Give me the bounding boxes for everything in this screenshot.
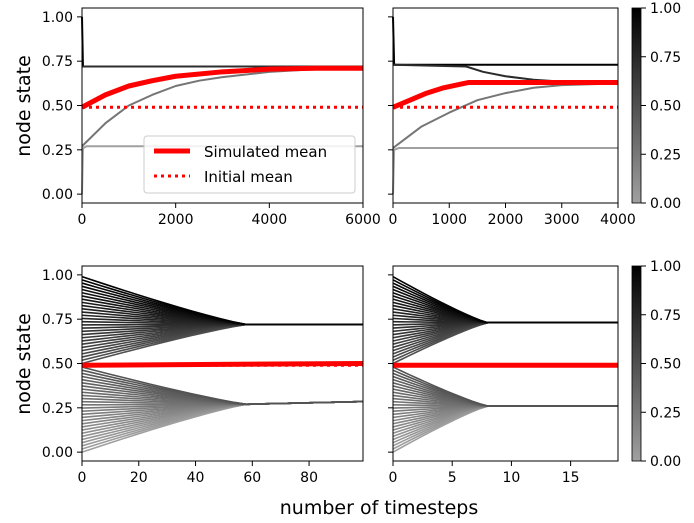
y-tick-label: 0.75: [42, 312, 73, 328]
colorbar-tick-label: 1.00: [650, 259, 681, 275]
panel-top-right: 0 1000 2000 3000 4000: [388, 7, 636, 228]
simulated-mean-line: [392, 79, 618, 110]
plot-area-bottom-left: [81, 275, 364, 453]
colorbar-tick-label: 0.00: [650, 196, 681, 212]
x-tick-label: 2000: [158, 212, 194, 228]
x-axis-label: number of timesteps: [280, 497, 478, 519]
node-line-upper-27: [392, 275, 618, 324]
node-line-1: [392, 63, 618, 84]
colorbar-bottom-gradient: [631, 265, 642, 462]
colorbar-tick-label: 0.75: [650, 50, 681, 66]
colorbar-tick-label: 0.50: [650, 99, 681, 115]
y-axis-label-bottom: node state: [13, 313, 35, 415]
y-tick-label: 1.00: [42, 268, 73, 284]
x-ticks-top-right: 0 1000 2000 3000 4000: [388, 16, 636, 228]
x-tick-label: 4000: [252, 212, 288, 228]
y-tick-label: 0.50: [42, 99, 73, 115]
x-tick-label: 0: [78, 212, 87, 228]
colorbar-bottom-ticks: 0.00 0.25 0.50 0.75 1.00: [641, 259, 681, 470]
simulated-mean-line: [81, 361, 364, 368]
simulated-mean-line: [80, 65, 363, 110]
x-tick-label: 6000: [345, 212, 381, 228]
y-tick-label: 0.00: [42, 187, 73, 203]
axes-frame-top-right: [392, 7, 619, 204]
y-tick-label: 0.25: [42, 143, 73, 159]
x-tick-label: 80: [300, 470, 318, 486]
x-tick-label: 20: [130, 470, 148, 486]
x-ticks-bottom-right: 0 5 10 15: [388, 274, 580, 486]
colorbar-tick-label: 0.75: [650, 308, 681, 324]
colorbar-tick-label: 0.25: [650, 147, 681, 163]
legend-label-initial-mean: Initial mean: [204, 168, 293, 186]
y-tick-label: 1.00: [42, 10, 73, 26]
colorbar-tick-label: 0.00: [650, 454, 681, 470]
y-tick-label: 0.50: [42, 357, 73, 373]
colorbar-top-ticks: 0.00 0.25 0.50 0.75 1.00: [641, 1, 681, 212]
node-line-upper-0: [81, 323, 363, 365]
node-line-0: [81, 16, 363, 68]
panel-bottom-left: 0 20 40 60 80 0.00 0.25 0.50 0.75 1.00: [42, 265, 364, 486]
node-line-lower-27: [81, 366, 364, 406]
y-tick-label: 0.25: [42, 401, 73, 417]
legend-label-simulated-mean: Simulated mean: [204, 143, 327, 161]
node-line-lower-6: [392, 405, 618, 434]
panel-top-left: 0 2000 4000 6000 0.00 0.25 0.50 0.75 1.00 Simul…: [42, 7, 381, 228]
panel-bottom-right: 0 5 10 15: [388, 265, 619, 486]
x-tick-label: 0: [389, 212, 398, 228]
x-tick-label: 2000: [488, 212, 524, 228]
x-tick-label: 0: [78, 470, 87, 486]
colorbar-bottom: 0.00 0.25 0.50 0.75 1.00: [631, 259, 681, 470]
x-tick-label: 3000: [544, 212, 580, 228]
y-ticks-top-left: 0.00 0.25 0.50 0.75 1.00: [42, 10, 82, 203]
y-tick-label: 0.75: [42, 54, 73, 70]
x-ticks-top-left: 0 2000 4000 6000: [78, 203, 381, 228]
legend: Simulated mean Initial mean: [143, 135, 356, 194]
legend-box: [143, 135, 356, 194]
y-tick-label: 0.00: [42, 445, 73, 461]
x-tick-label: 5: [448, 470, 457, 486]
colorbar-tick-label: 0.50: [650, 357, 681, 373]
plot-area-bottom-right: [392, 275, 618, 453]
x-tick-label: 40: [187, 470, 205, 486]
colorbar-top: 0.00 0.25 0.50 0.75 1.00: [631, 1, 681, 212]
x-ticks-bottom-left: 0 20 40 60 80: [78, 461, 318, 486]
node-line-0: [392, 16, 618, 66]
x-tick-label: 15: [562, 470, 580, 486]
colorbar-tick-label: 0.25: [650, 405, 681, 421]
plot-area-top-right: [392, 16, 619, 195]
x-tick-label: 10: [503, 470, 521, 486]
y-ticks-bottom-left: 0.00 0.25 0.50 0.75 1.00: [42, 268, 82, 461]
node-line-upper-27: [81, 275, 363, 326]
y-axis-label-top: node state: [13, 55, 35, 157]
colorbar-tick-label: 1.00: [650, 1, 681, 17]
x-tick-label: 1000: [431, 212, 467, 228]
node-line-3: [392, 147, 618, 195]
colorbar-top-gradient: [631, 7, 642, 204]
x-tick-label: 60: [243, 470, 261, 486]
node-line-lower-27: [392, 366, 618, 407]
x-tick-label: 4000: [600, 212, 636, 228]
x-tick-label: 0: [389, 470, 398, 486]
